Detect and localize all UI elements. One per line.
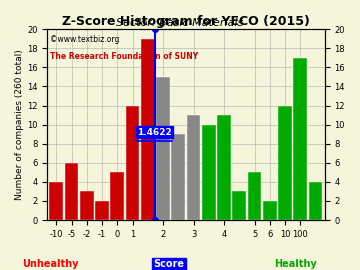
Bar bbox=[171, 134, 185, 220]
Y-axis label: Number of companies (260 total): Number of companies (260 total) bbox=[15, 49, 24, 200]
Bar bbox=[141, 39, 155, 220]
Title: Z-Score Histogram for YECO (2015): Z-Score Histogram for YECO (2015) bbox=[62, 15, 310, 28]
Bar bbox=[293, 58, 307, 220]
Bar bbox=[217, 115, 231, 220]
Bar bbox=[309, 182, 322, 220]
Bar bbox=[65, 163, 78, 220]
Text: Unhealthy: Unhealthy bbox=[22, 259, 78, 269]
Bar bbox=[278, 106, 292, 220]
Bar bbox=[233, 191, 246, 220]
Bar bbox=[248, 172, 261, 220]
Bar bbox=[49, 182, 63, 220]
Text: Healthy: Healthy bbox=[274, 259, 316, 269]
Text: Sector: Basic Materials: Sector: Basic Materials bbox=[116, 18, 244, 28]
Bar bbox=[202, 125, 216, 220]
Bar bbox=[186, 115, 201, 220]
Bar bbox=[111, 172, 124, 220]
Text: The Research Foundation of SUNY: The Research Foundation of SUNY bbox=[50, 52, 198, 61]
Text: 1.4622: 1.4622 bbox=[137, 128, 172, 137]
Text: Score: Score bbox=[154, 259, 185, 269]
Bar bbox=[263, 201, 276, 220]
Bar bbox=[126, 106, 139, 220]
Bar bbox=[80, 191, 94, 220]
Text: ©www.textbiz.org: ©www.textbiz.org bbox=[50, 35, 119, 44]
Bar bbox=[95, 201, 109, 220]
Bar bbox=[156, 77, 170, 220]
